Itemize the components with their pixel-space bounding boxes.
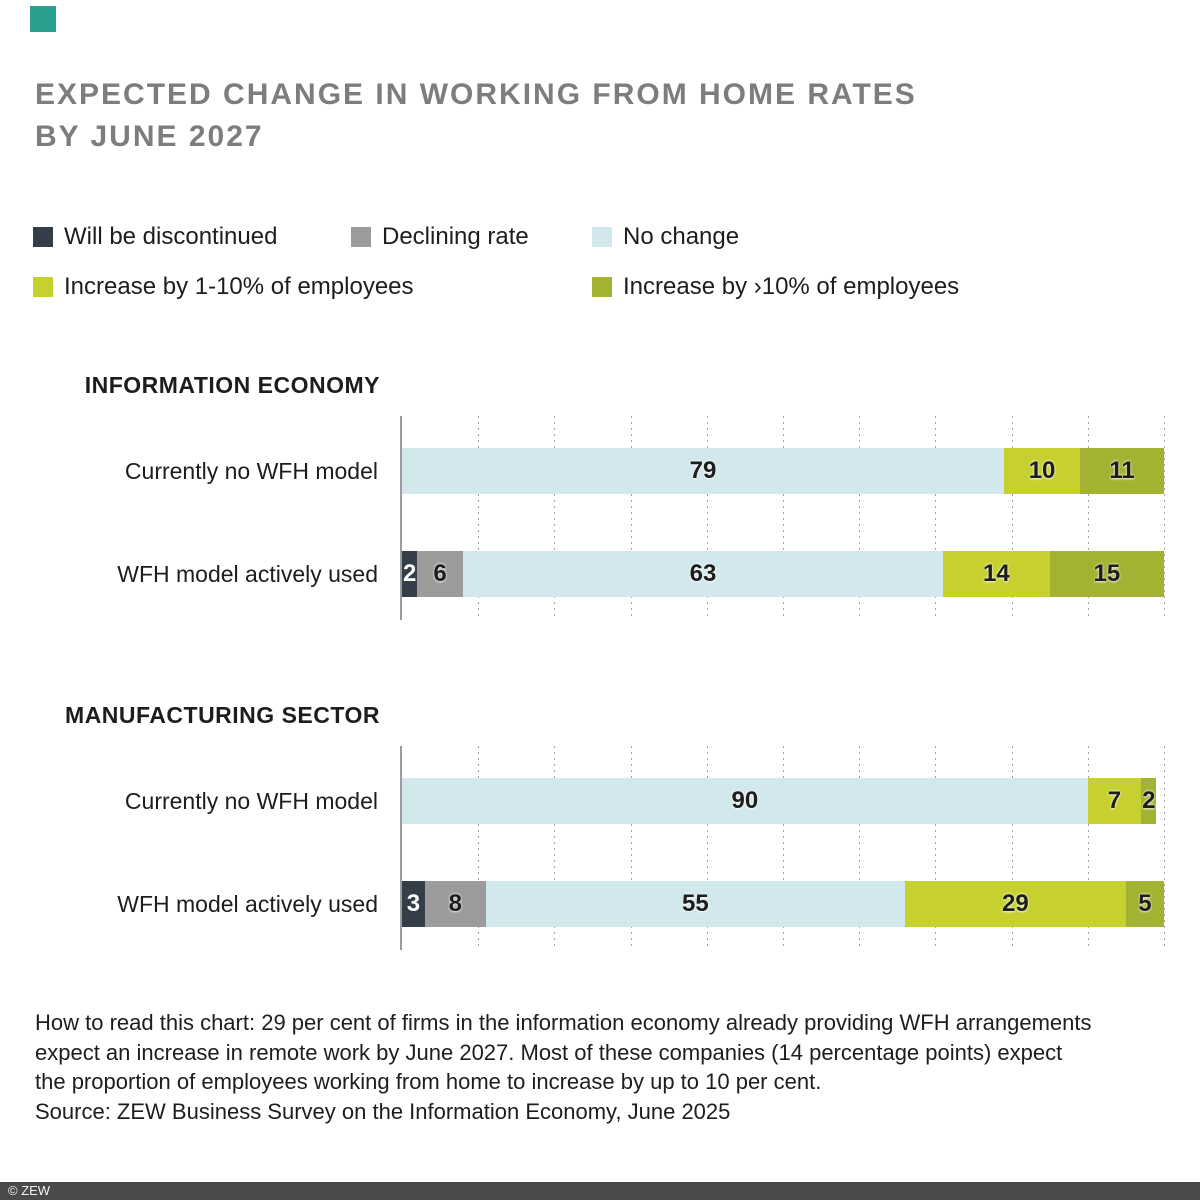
gridline-100	[1164, 746, 1165, 950]
bar-segment-increase-by-gt-10pct: 2	[1141, 778, 1157, 824]
plot-manufacturing-sector: 90 7 2 3 8 55 29 5	[400, 746, 1166, 950]
bar-segment-increase-by-1-10pct: 7	[1087, 778, 1142, 824]
bar-segment-increase-by-1-10pct: 29	[904, 881, 1126, 927]
chart-title: EXPECTED CHANGE IN WORKING FROM HOME RAT…	[35, 74, 917, 158]
bar-value-label: 90	[731, 787, 759, 814]
gridline-90	[1087, 416, 1089, 620]
bar-segment-no-change: 63	[462, 551, 943, 597]
legend-swatch-declining-rate	[351, 227, 371, 247]
plot-information-economy: 79 10 11 2 6 63 14 15	[400, 416, 1166, 620]
bar-segment-will-be-discontinued: 2	[402, 551, 418, 597]
source-line: Source: ZEW Business Survey on the Infor…	[35, 1098, 731, 1124]
section-title-information-economy: INFORMATION ECONOMY	[84, 372, 380, 398]
bar-value-label: 2	[402, 560, 417, 587]
reading-note-line: How to read this chart: 29 per cent of f…	[35, 1010, 1092, 1035]
legend-swatch-will-be-discontinued	[33, 227, 53, 247]
bar-value-label: 11	[1109, 457, 1135, 484]
bar-row: 90 7 2	[402, 778, 1157, 824]
bar-segment-increase-by-1-10pct: 10	[1003, 448, 1081, 494]
bar-value-label: 79	[689, 457, 717, 484]
bar-value-label: 55	[682, 890, 709, 917]
row-label: WFH model actively used	[117, 561, 378, 587]
gridline-20	[554, 416, 556, 620]
bar-value-label: 3	[406, 890, 421, 917]
bar-value-label: 63	[689, 560, 717, 587]
footer-copyright: © ZEW	[8, 1183, 51, 1198]
bar-value-label: 29	[1002, 890, 1029, 917]
gridline-70	[935, 746, 937, 950]
reading-note: How to read this chart: 29 per cent of f…	[35, 1008, 1175, 1126]
gridline-50	[783, 746, 784, 950]
gridline-60	[859, 746, 861, 950]
bar-segment-increase-by-gt-10pct: 11	[1080, 448, 1164, 494]
gridline-40	[706, 746, 708, 950]
bar-value-label: 15	[1093, 560, 1121, 587]
legend-item-increase-gt10: Increase by ›10% of employees	[592, 273, 960, 300]
legend-label: No change	[623, 223, 740, 250]
chart-title-line2: BY JUNE 2027	[35, 120, 264, 153]
bar-segment-increase-by-gt-10pct: 5	[1125, 881, 1164, 927]
bar-segment-will-be-discontinued: 3	[402, 881, 425, 927]
bar-row: 2 6 63 14 15	[402, 551, 1164, 597]
bar-value-label: 2	[1142, 787, 1156, 814]
zew-brand-square	[30, 6, 56, 32]
bar-segment-declining-rate: 6	[417, 551, 463, 597]
reading-note-line: expect an increase in remote work by Jun…	[35, 1039, 1063, 1065]
footer-bar: © ZEW	[0, 1182, 1200, 1200]
gridline-30	[630, 416, 632, 620]
row-label: Currently no WFH model	[124, 458, 378, 484]
gridline-80	[1011, 416, 1013, 620]
row-label: Currently no WFH model	[124, 788, 378, 814]
legend-label: Increase by ›10% of employees	[623, 273, 960, 300]
bar-segment-increase-by-gt-10pct: 15	[1049, 551, 1164, 597]
bar-value-label: 14	[982, 560, 1010, 587]
bar-value-label: 7	[1107, 787, 1122, 814]
legend-swatch-increase-gt10	[592, 277, 612, 297]
bar-segment-increase-by-1-10pct: 14	[943, 551, 1050, 597]
gridline-70	[935, 416, 937, 620]
bar-row: 3 8 55 29 5	[402, 881, 1164, 927]
y-axis-line	[400, 416, 402, 620]
reading-note-line: the proportion of employees working from…	[35, 1069, 822, 1094]
legend-item-no-change: No change	[592, 223, 740, 250]
bar-value-label: 5	[1138, 890, 1152, 917]
legend-item-declining-rate: Declining rate	[351, 223, 529, 250]
gridline-90	[1087, 746, 1089, 950]
gridline-40	[706, 416, 708, 620]
gridline-30	[630, 746, 632, 950]
bar-segment-no-change: 90	[402, 778, 1088, 824]
row-label: WFH model actively used	[117, 891, 378, 917]
legend-label: Increase by 1-10% of employees	[64, 273, 414, 300]
y-axis-line	[400, 746, 402, 950]
bar-segment-declining-rate: 8	[424, 881, 486, 927]
legend-item-increase-1-10: Increase by 1-10% of employees	[33, 273, 414, 300]
gridline-10	[478, 746, 480, 950]
legend-label: Will be discontinued	[64, 223, 278, 250]
legend-label: Declining rate	[382, 223, 529, 250]
bar-segment-no-change: 79	[402, 448, 1004, 494]
bar-segment-no-change: 55	[485, 881, 905, 927]
chart-title-line1: EXPECTED CHANGE IN WORKING FROM HOME RAT…	[35, 78, 917, 111]
bar-row: 79 10 11	[402, 448, 1164, 494]
bar-value-label: 10	[1028, 457, 1056, 484]
section-title-manufacturing-sector: MANUFACTURING SECTOR	[65, 702, 380, 728]
gridline-60	[859, 416, 861, 620]
gridline-80	[1011, 746, 1013, 950]
bar-value-label: 6	[433, 560, 447, 587]
gridline-100	[1164, 416, 1165, 620]
legend-swatch-no-change	[592, 227, 612, 247]
gridline-50	[783, 416, 784, 620]
legend-item-will-be-discontinued: Will be discontinued	[33, 223, 278, 250]
legend-swatch-increase-1-10	[33, 277, 53, 297]
gridline-10	[478, 416, 480, 620]
gridline-20	[554, 746, 556, 950]
bar-value-label: 8	[448, 890, 463, 917]
